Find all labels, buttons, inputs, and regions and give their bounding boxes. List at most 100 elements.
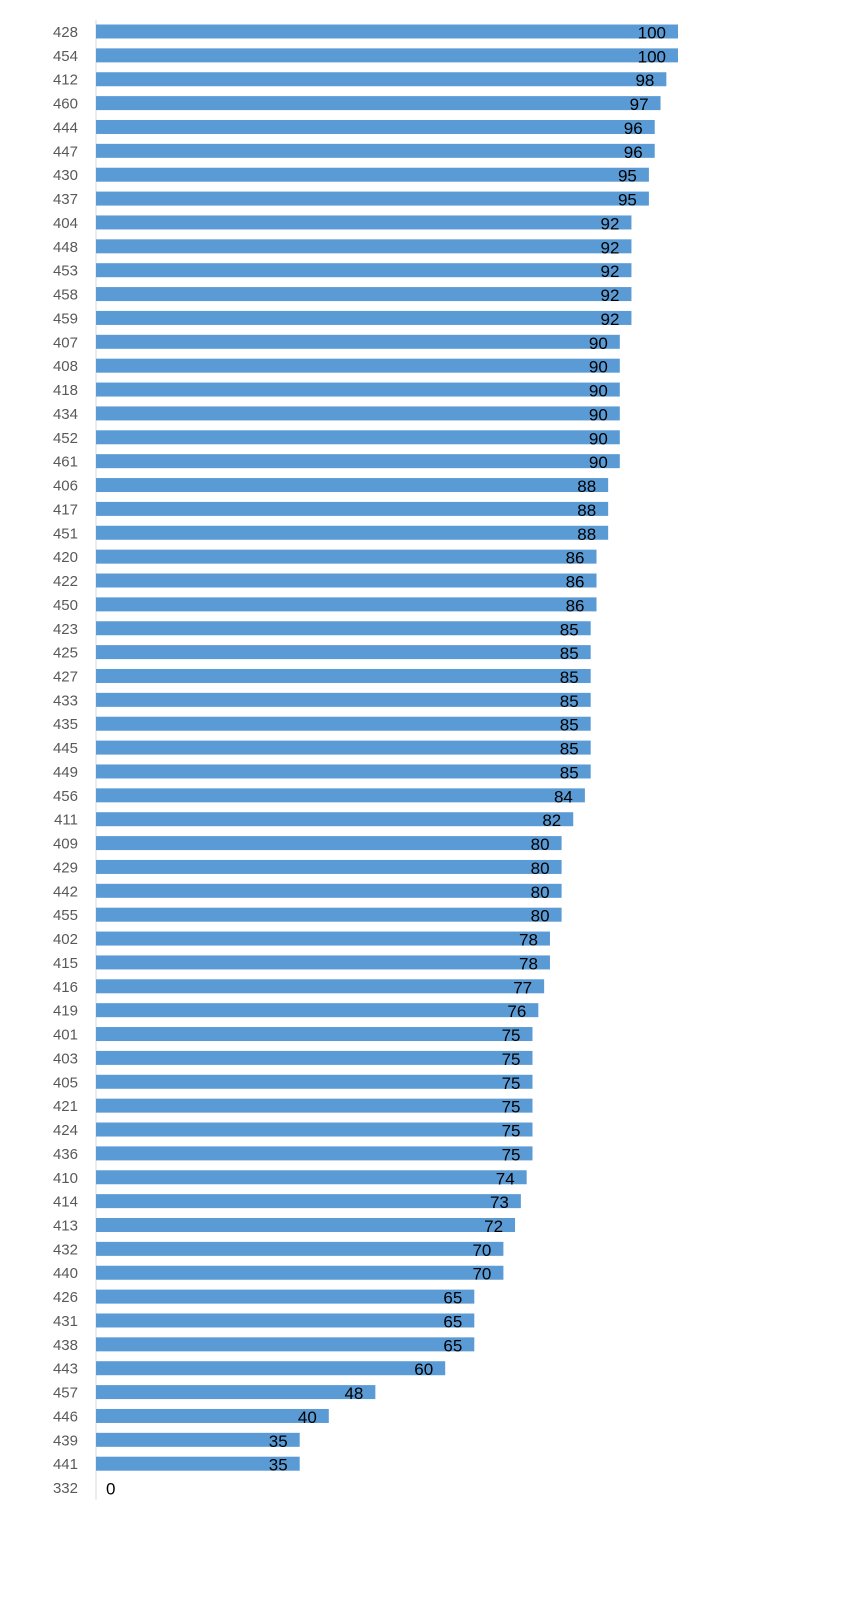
y-tick-label: 404 (53, 215, 78, 232)
data-label: 60 (414, 1360, 433, 1379)
bar (96, 1337, 475, 1352)
data-label: 80 (531, 859, 550, 878)
data-label: 88 (577, 477, 596, 496)
y-tick-label: 430 (53, 167, 78, 184)
bar (96, 1122, 533, 1137)
data-label: 75 (502, 1122, 521, 1141)
bar (96, 119, 655, 134)
bar (96, 406, 620, 421)
bar (96, 836, 562, 851)
bar (96, 1027, 533, 1042)
y-tick-label: 429 (53, 859, 78, 876)
y-tick-label: 459 (53, 310, 78, 327)
bar (96, 907, 562, 922)
bar (96, 549, 597, 564)
bar (96, 239, 632, 254)
bar (96, 167, 649, 182)
y-tick-label: 419 (53, 1003, 78, 1020)
data-label: 90 (589, 405, 608, 424)
bar (96, 1361, 446, 1376)
bar (96, 310, 632, 325)
y-tick-label: 420 (53, 549, 78, 566)
y-tick-label: 446 (53, 1408, 78, 1425)
y-tick-label: 433 (53, 692, 78, 709)
bar (96, 1432, 300, 1447)
y-tick-label: 436 (53, 1146, 78, 1163)
bar (96, 716, 591, 731)
y-tick-label: 437 (53, 191, 78, 208)
data-label: 48 (344, 1384, 363, 1403)
y-tick-label: 445 (53, 740, 78, 757)
bar (96, 215, 632, 230)
bar (96, 1456, 300, 1471)
y-tick-label: 425 (53, 645, 78, 662)
bar (96, 143, 655, 158)
y-tick-label: 449 (53, 764, 78, 781)
y-tick-label: 432 (53, 1241, 78, 1258)
bar (96, 1074, 533, 1089)
bar (96, 1170, 527, 1185)
data-label: 75 (502, 1145, 521, 1164)
y-tick-label: 332 (53, 1480, 78, 1497)
bar (96, 1050, 533, 1065)
y-tick-label: 428 (53, 24, 78, 41)
data-label: 85 (560, 740, 579, 759)
y-tick-label: 456 (53, 788, 78, 805)
bar (96, 1408, 329, 1423)
data-label: 90 (589, 358, 608, 377)
bar (96, 1313, 475, 1328)
y-tick-label: 414 (53, 1194, 78, 1211)
y-tick-label: 423 (53, 621, 78, 638)
y-tick-label: 431 (53, 1313, 78, 1330)
y-tick-label: 412 (53, 72, 78, 89)
data-label: 98 (635, 71, 654, 90)
data-label: 85 (560, 692, 579, 711)
y-tick-label: 421 (53, 1098, 78, 1115)
bar (96, 597, 597, 612)
data-label: 95 (618, 191, 637, 210)
data-label: 35 (269, 1432, 288, 1451)
y-tick-label: 460 (53, 96, 78, 113)
data-label: 88 (577, 501, 596, 520)
data-label: 92 (601, 214, 620, 233)
bar (96, 263, 632, 278)
data-label: 90 (589, 429, 608, 448)
y-tick-label: 411 (54, 812, 78, 829)
data-label: 84 (554, 787, 573, 806)
y-tick-label: 434 (53, 406, 78, 423)
data-label: 75 (502, 1098, 521, 1117)
bar (96, 573, 597, 588)
y-tick-label: 443 (53, 1361, 78, 1378)
data-label: 85 (560, 763, 579, 782)
bar (96, 979, 545, 994)
bar (96, 1289, 475, 1304)
bar (96, 525, 609, 540)
data-label: 85 (560, 644, 579, 663)
y-tick-label: 458 (53, 287, 78, 304)
bar (96, 1385, 376, 1400)
y-tick-label: 418 (53, 382, 78, 399)
bar (96, 287, 632, 302)
data-label: 85 (560, 620, 579, 639)
bar (96, 668, 591, 683)
bar (96, 788, 585, 803)
y-tick-label: 439 (53, 1432, 78, 1449)
data-label: 75 (502, 1026, 521, 1045)
bar (96, 931, 550, 946)
bar (96, 48, 678, 63)
bar (96, 478, 609, 493)
data-label: 78 (519, 931, 538, 950)
data-label: 65 (443, 1312, 462, 1331)
bar (96, 454, 620, 469)
y-tick-label: 461 (53, 454, 78, 471)
y-tick-label: 424 (53, 1122, 78, 1139)
bar (96, 191, 649, 206)
bar (96, 358, 620, 373)
data-label: 95 (618, 167, 637, 186)
data-label: 0 (106, 1480, 115, 1499)
bar (96, 501, 609, 516)
y-tick-label: 451 (53, 525, 78, 542)
data-label: 65 (443, 1289, 462, 1308)
bar (96, 1265, 504, 1280)
data-label: 86 (566, 549, 585, 568)
